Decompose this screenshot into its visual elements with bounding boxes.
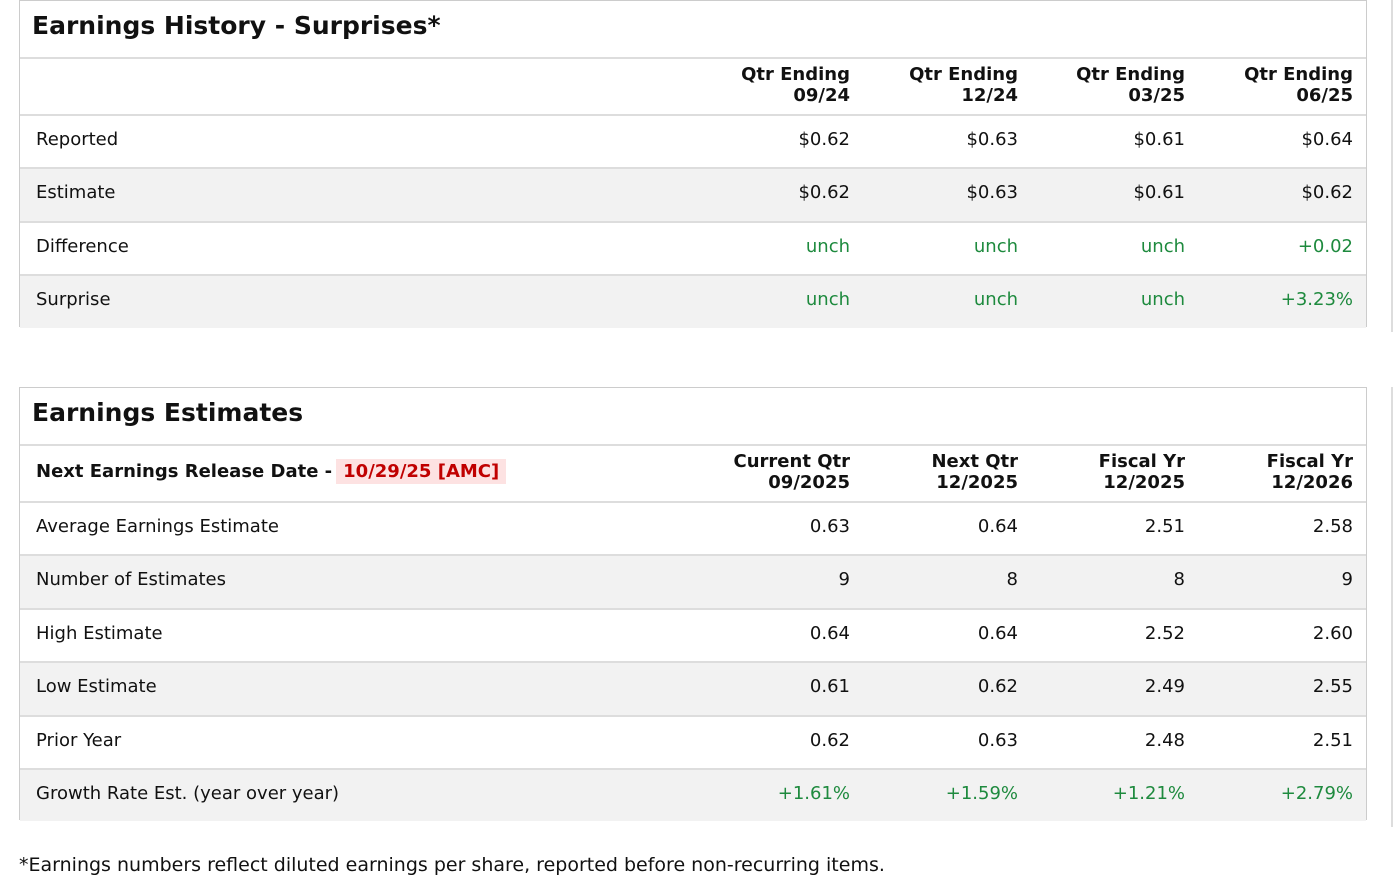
cell-value: unch bbox=[973, 289, 1018, 311]
table-row: Prior Year 0.62 0.63 2.48 2.51 bbox=[20, 714, 1366, 768]
cell-value: +0.02 bbox=[1297, 235, 1353, 257]
cell-value: 9 bbox=[1341, 569, 1353, 591]
cell-value: 0.64 bbox=[977, 516, 1018, 537]
cell-value: 0.61 bbox=[809, 676, 850, 698]
column-header: 12/2025 bbox=[936, 472, 1018, 493]
row-label: Low Estimate bbox=[36, 676, 157, 698]
cell-value: 0.64 bbox=[977, 622, 1018, 644]
scroll-edge bbox=[1391, 387, 1393, 827]
table: Earnings Estimates Next Earnings Release … bbox=[19, 387, 1367, 822]
cell-value: +3.23% bbox=[1280, 289, 1353, 311]
cell-value: 2.49 bbox=[1144, 676, 1185, 698]
header-row: Qtr Ending 09/24 Qtr Ending 12/24 Qtr Ending… bbox=[20, 57, 1366, 114]
cell-value: 9 bbox=[838, 569, 850, 591]
table-row: Average Earnings Estimate 0.63 0.64 2.51 2.5… bbox=[20, 501, 1366, 555]
cell-value: +2.79% bbox=[1280, 783, 1353, 804]
cell-value: $0.64 bbox=[1301, 129, 1353, 150]
table-row: Reported $0.62 $0.63 $0.61 $0.64 bbox=[20, 114, 1366, 168]
cell-value: unch bbox=[805, 289, 850, 311]
cell-value: 0.63 bbox=[977, 729, 1018, 751]
column-header: Qtr Ending bbox=[1244, 64, 1353, 85]
column-header: Next Qtr bbox=[931, 451, 1018, 472]
row-label: Difference bbox=[36, 235, 129, 257]
cell-value: +1.59% bbox=[945, 783, 1018, 804]
cell-value: 8 bbox=[1173, 569, 1185, 591]
column-header: 12/24 bbox=[961, 85, 1018, 106]
cell-value: +1.61% bbox=[777, 783, 850, 804]
table-title: Earnings History - Surprises* bbox=[32, 11, 441, 40]
column-header: Fiscal Yr bbox=[1266, 451, 1353, 472]
release-text: Next Earnings Release Date - bbox=[36, 461, 333, 482]
row-label: Average Earnings Estimate bbox=[36, 516, 279, 537]
row-label: High Estimate bbox=[36, 622, 163, 644]
cell-value: $0.63 bbox=[966, 182, 1018, 204]
scroll-edge bbox=[1391, 0, 1393, 332]
cell-value: 2.48 bbox=[1144, 729, 1185, 751]
cell-value: $0.61 bbox=[1133, 182, 1185, 204]
column-header: 09/24 bbox=[793, 85, 850, 106]
table-title: Earnings Estimates bbox=[32, 398, 304, 427]
table-row: Growth Rate Est. (year over year) +1.61% +… bbox=[20, 768, 1366, 822]
column-header: Qtr Ending bbox=[741, 64, 850, 85]
cell-value: unch bbox=[805, 235, 850, 257]
column-header: Fiscal Yr bbox=[1098, 451, 1185, 472]
cell-value: $0.63 bbox=[966, 129, 1018, 150]
header-row: Next Earnings Release Date -10/29/25 [AM… bbox=[20, 444, 1366, 501]
cell-value: 0.62 bbox=[977, 676, 1018, 698]
cell-value: 2.51 bbox=[1144, 516, 1185, 537]
cell-value: 8 bbox=[1006, 569, 1018, 591]
cell-value: 2.60 bbox=[1312, 622, 1353, 644]
row-label: Prior Year bbox=[36, 729, 122, 751]
cell-value: $0.61 bbox=[1133, 129, 1185, 150]
cell-value: 2.51 bbox=[1312, 729, 1353, 751]
table-row: High Estimate 0.64 0.64 2.52 2.60 bbox=[20, 607, 1366, 662]
column-header: 09/2025 bbox=[768, 472, 850, 493]
cell-value: 2.52 bbox=[1144, 622, 1185, 644]
table-row: Surprise unch unch unch +3.23% bbox=[20, 274, 1366, 328]
column-header: 12/2025 bbox=[1103, 472, 1185, 493]
cell-value: $0.62 bbox=[798, 129, 850, 150]
table-row: Low Estimate 0.61 0.62 2.49 2.55 bbox=[20, 661, 1366, 715]
column-header: Qtr Ending bbox=[1076, 64, 1185, 85]
table: Earnings History - Surprises* Qtr Ending 0… bbox=[19, 0, 1367, 328]
column-header: 06/25 bbox=[1296, 85, 1353, 106]
cell-value: 2.55 bbox=[1312, 676, 1353, 698]
column-header: 12/2026 bbox=[1271, 472, 1353, 493]
column-header: Qtr Ending bbox=[909, 64, 1018, 85]
table-row: Difference unch unch unch +0.02 bbox=[20, 220, 1366, 275]
release-date: 10/29/25 [AMC] bbox=[336, 459, 507, 484]
cell-value: $0.62 bbox=[798, 182, 850, 204]
cell-value: 2.58 bbox=[1312, 516, 1353, 537]
table-row: Number of Estimates 9 8 8 9 bbox=[20, 554, 1366, 608]
release-label: Next Earnings Release Date -10/29/25 [AM… bbox=[36, 459, 507, 484]
cell-value: unch bbox=[973, 235, 1018, 257]
cell-value: 0.63 bbox=[809, 516, 850, 537]
row-label: Growth Rate Est. (year over year) bbox=[36, 783, 340, 804]
row-label: Surprise bbox=[36, 289, 111, 311]
column-header: Current Qtr bbox=[733, 451, 850, 472]
row-label: Number of Estimates bbox=[36, 569, 226, 591]
cell-value: unch bbox=[1140, 289, 1185, 311]
row-label: Estimate bbox=[36, 182, 116, 204]
column-header: 03/25 bbox=[1128, 85, 1185, 106]
cell-value: 0.62 bbox=[809, 729, 850, 751]
row-label: Reported bbox=[36, 129, 119, 150]
cell-value: 0.64 bbox=[809, 622, 850, 644]
cell-value: +1.21% bbox=[1112, 783, 1185, 804]
table-row: Estimate $0.62 $0.63 $0.61 $0.62 bbox=[20, 167, 1366, 221]
cell-value: unch bbox=[1140, 235, 1185, 257]
footnote: *Earnings numbers reflect diluted earnin… bbox=[19, 854, 885, 876]
cell-value: $0.62 bbox=[1301, 182, 1353, 204]
